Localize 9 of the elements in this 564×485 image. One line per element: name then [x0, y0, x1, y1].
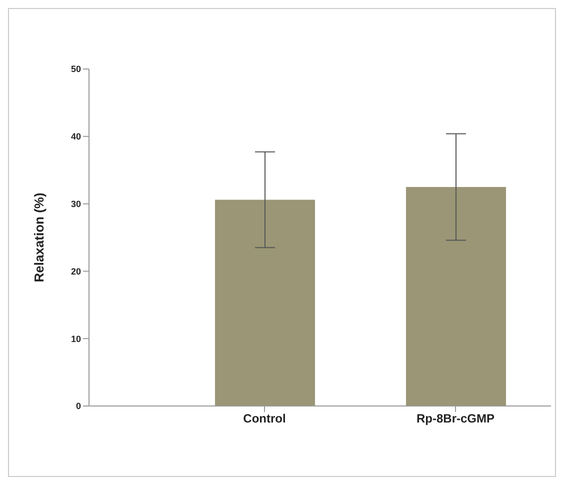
y-tick-label: 20 — [70, 266, 81, 276]
y-tick-label: 10 — [70, 334, 81, 344]
y-tick-label: 30 — [70, 198, 81, 209]
y-axis-title: Relaxation (%) — [32, 192, 47, 282]
y-tick-label: 40 — [70, 132, 81, 142]
y-tick-label: 0 — [76, 401, 81, 412]
y-tick-label: 50 — [70, 64, 81, 74]
x-tick-label: Rp-8Br-cGMP — [416, 412, 495, 426]
x-tick-label: Control — [243, 412, 286, 426]
